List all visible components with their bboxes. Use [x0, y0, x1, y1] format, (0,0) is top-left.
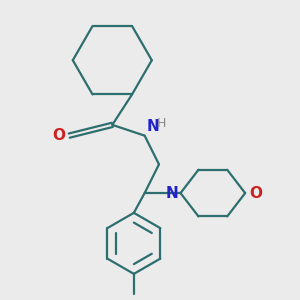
- Text: H: H: [157, 117, 167, 130]
- Text: N: N: [146, 119, 159, 134]
- Text: N: N: [166, 186, 179, 201]
- Text: O: O: [250, 186, 262, 201]
- Text: O: O: [52, 128, 66, 143]
